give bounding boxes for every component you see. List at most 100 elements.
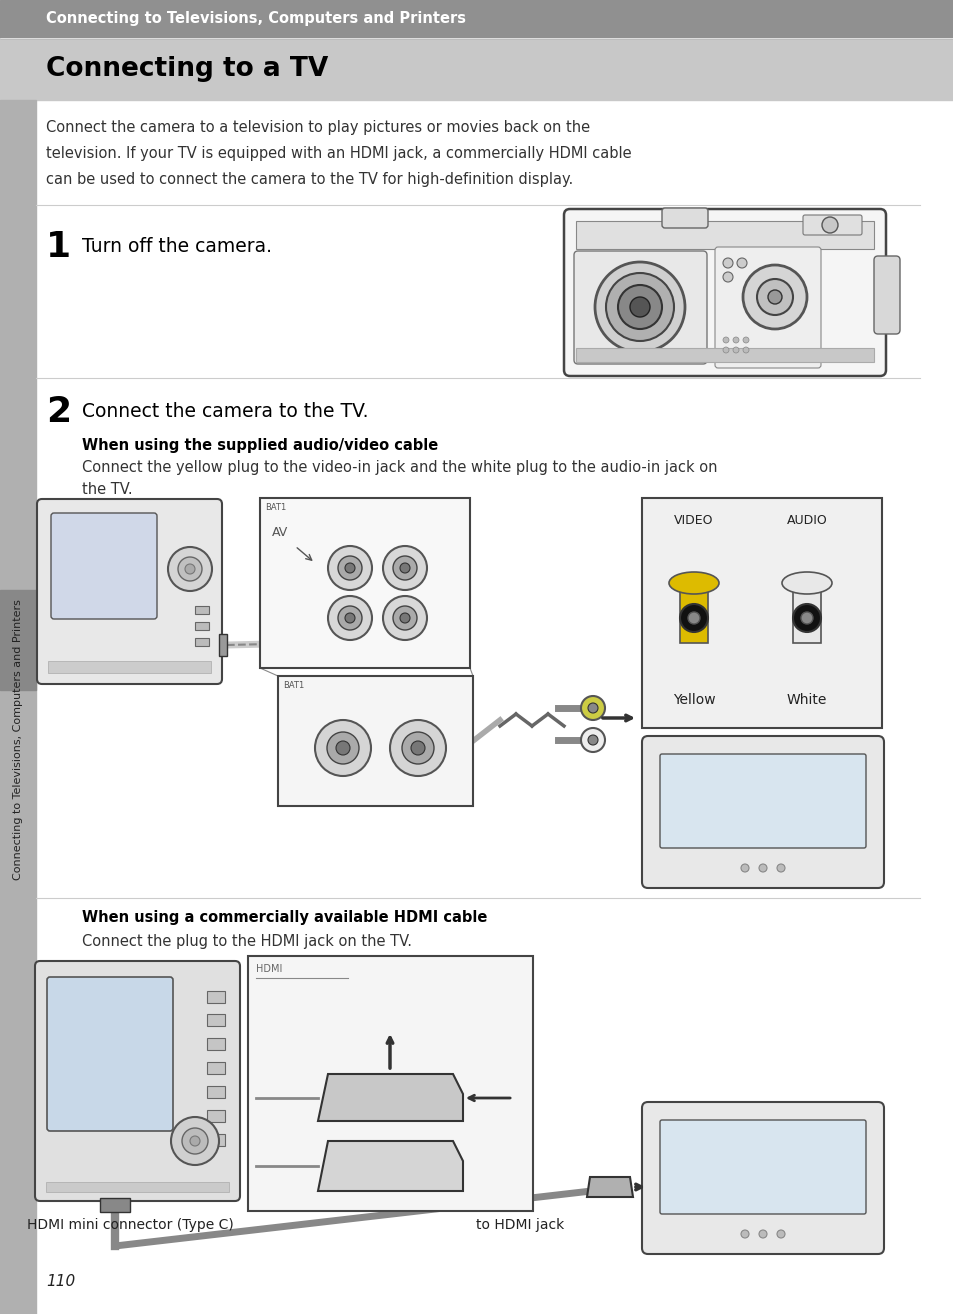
Bar — [207, 1014, 225, 1026]
Bar — [194, 622, 209, 629]
Circle shape — [722, 272, 732, 283]
Circle shape — [580, 696, 604, 720]
Circle shape — [327, 732, 358, 763]
Text: Turn off the camera.: Turn off the camera. — [82, 237, 272, 256]
Bar — [46, 1183, 229, 1192]
FancyBboxPatch shape — [641, 498, 882, 728]
Text: 110: 110 — [46, 1275, 75, 1289]
Circle shape — [335, 741, 350, 756]
Circle shape — [345, 614, 355, 623]
Ellipse shape — [781, 572, 831, 594]
FancyBboxPatch shape — [277, 675, 473, 805]
Ellipse shape — [668, 572, 719, 594]
FancyBboxPatch shape — [35, 961, 240, 1201]
Polygon shape — [317, 1141, 462, 1190]
Circle shape — [801, 612, 812, 624]
Bar — [0, 38, 953, 100]
Bar — [194, 639, 209, 646]
Circle shape — [382, 547, 427, 590]
Text: AV: AV — [272, 526, 288, 539]
Circle shape — [605, 273, 673, 342]
Circle shape — [314, 720, 371, 777]
Circle shape — [178, 557, 202, 581]
Circle shape — [401, 732, 434, 763]
Circle shape — [776, 865, 784, 872]
Circle shape — [722, 258, 732, 268]
Text: Connect the plug to the HDMI jack on the TV.: Connect the plug to the HDMI jack on the… — [82, 934, 412, 949]
FancyBboxPatch shape — [47, 978, 172, 1131]
Circle shape — [337, 606, 361, 629]
Bar — [48, 661, 211, 673]
Text: VIDEO: VIDEO — [674, 514, 713, 527]
Bar — [194, 606, 209, 614]
Circle shape — [595, 261, 684, 352]
Circle shape — [393, 556, 416, 579]
FancyBboxPatch shape — [873, 256, 899, 334]
Circle shape — [742, 265, 806, 328]
Text: When using the supplied audio/video cable: When using the supplied audio/video cabl… — [82, 438, 437, 453]
Bar — [792, 583, 821, 643]
FancyBboxPatch shape — [574, 251, 706, 364]
Circle shape — [757, 279, 792, 315]
Circle shape — [345, 562, 355, 573]
Text: Yellow: Yellow — [672, 692, 715, 707]
FancyBboxPatch shape — [714, 247, 821, 368]
Text: BAT1: BAT1 — [283, 681, 304, 690]
Text: HDMI mini connector (Type C): HDMI mini connector (Type C) — [27, 1218, 233, 1233]
Circle shape — [742, 347, 748, 353]
Circle shape — [587, 703, 598, 714]
Circle shape — [776, 1230, 784, 1238]
Bar — [207, 1110, 225, 1122]
FancyBboxPatch shape — [802, 215, 862, 235]
FancyBboxPatch shape — [641, 1102, 883, 1254]
Text: Connect the camera to a television to play pictures or movies back on the: Connect the camera to a television to pl… — [46, 120, 590, 135]
Circle shape — [168, 547, 212, 591]
Circle shape — [182, 1127, 208, 1154]
FancyBboxPatch shape — [51, 512, 157, 619]
Circle shape — [759, 865, 766, 872]
Circle shape — [337, 556, 361, 579]
Circle shape — [740, 1230, 748, 1238]
Circle shape — [411, 741, 424, 756]
Text: 2: 2 — [46, 396, 71, 428]
FancyBboxPatch shape — [661, 208, 707, 229]
Circle shape — [792, 604, 821, 632]
Text: AUDIO: AUDIO — [786, 514, 826, 527]
Circle shape — [185, 564, 194, 574]
Circle shape — [618, 285, 661, 328]
Circle shape — [328, 547, 372, 590]
Circle shape — [722, 336, 728, 343]
Text: White: White — [786, 692, 826, 707]
Text: Connecting to Televisions, Computers and Printers: Connecting to Televisions, Computers and… — [13, 599, 23, 880]
Circle shape — [580, 728, 604, 752]
Bar — [207, 1134, 225, 1146]
Bar — [0, 590, 36, 690]
Text: 1: 1 — [46, 230, 71, 264]
Text: Connect the camera to the TV.: Connect the camera to the TV. — [82, 402, 368, 420]
Bar — [576, 348, 873, 361]
Text: BAT1: BAT1 — [265, 503, 286, 512]
FancyBboxPatch shape — [260, 498, 470, 668]
Text: television. If your TV is equipped with an HDMI jack, a commercially HDMI cable: television. If your TV is equipped with … — [46, 146, 631, 162]
Text: When using a commercially available HDMI cable: When using a commercially available HDMI… — [82, 911, 487, 925]
Text: Connecting to Televisions, Computers and Printers: Connecting to Televisions, Computers and… — [46, 12, 465, 26]
Circle shape — [587, 735, 598, 745]
Bar — [207, 991, 225, 1003]
Circle shape — [732, 347, 739, 353]
Bar — [219, 633, 227, 656]
Circle shape — [740, 865, 748, 872]
Bar — [207, 1062, 225, 1074]
Polygon shape — [317, 1074, 462, 1121]
Circle shape — [629, 297, 649, 317]
Circle shape — [393, 606, 416, 629]
Polygon shape — [586, 1177, 633, 1197]
Circle shape — [687, 612, 700, 624]
Circle shape — [190, 1137, 200, 1146]
FancyBboxPatch shape — [37, 499, 222, 685]
Text: the TV.: the TV. — [82, 482, 132, 497]
Circle shape — [390, 720, 446, 777]
Circle shape — [737, 258, 746, 268]
Circle shape — [767, 290, 781, 304]
Circle shape — [759, 1230, 766, 1238]
Circle shape — [399, 614, 410, 623]
